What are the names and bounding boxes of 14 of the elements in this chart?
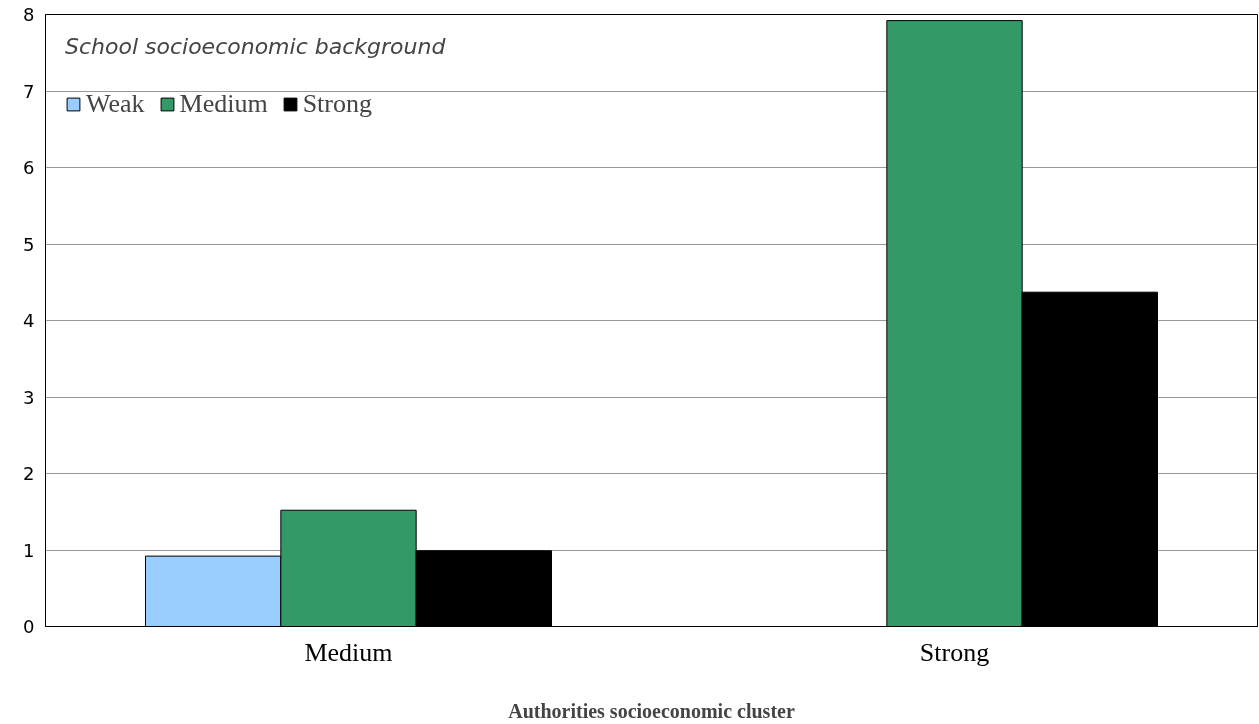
y-tick-label: 4 (23, 310, 35, 331)
y-tick-label: 0 (23, 616, 35, 637)
legend-label: Weak (86, 89, 145, 119)
y-tick-label: 8 (23, 4, 35, 25)
y-tick-label: 1 (23, 539, 35, 561)
y-tick-label: 3 (23, 386, 35, 408)
y-tick-label: 7 (23, 80, 35, 102)
legend-label: Strong (302, 89, 372, 119)
y-tick-label: 5 (23, 233, 35, 255)
y-tick-label: 2 (23, 463, 35, 484)
legend-label: Medium (179, 89, 268, 119)
legend-title: School socioeconomic background (65, 34, 446, 59)
x-axis-title: Authorities socioeconomic cluster (508, 699, 795, 722)
y-tick-label: 6 (23, 157, 35, 178)
